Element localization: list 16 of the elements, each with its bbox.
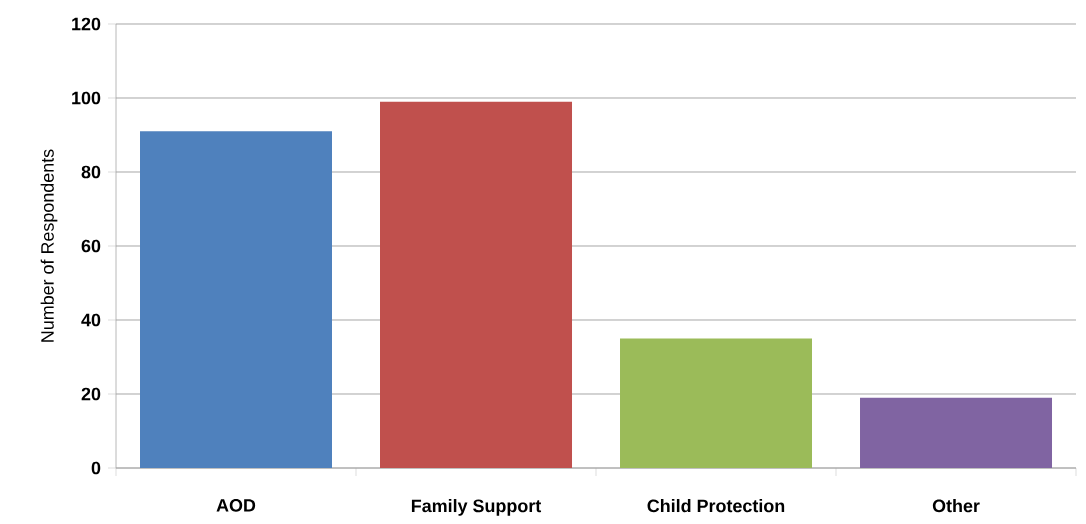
y-axis-title: Number of Respondents (40, 149, 58, 342)
bar (140, 131, 332, 468)
bar (620, 338, 813, 468)
x-tick-label: Child Protection (647, 499, 785, 513)
x-tick-label: Family Support (411, 499, 542, 516)
y-tick-label: 60 (81, 239, 101, 253)
y-tick-label: 0 (91, 461, 101, 475)
bar (380, 101, 573, 468)
bar (860, 397, 1053, 468)
y-tick-label: 120 (72, 17, 101, 31)
y-tick-label: 100 (72, 91, 101, 105)
y-tick-label: 80 (81, 165, 101, 179)
x-tick-label: Other (932, 499, 980, 513)
y-tick-label: 20 (81, 387, 101, 401)
x-tick-label: AOD (216, 499, 256, 512)
y-tick-label: 40 (81, 313, 101, 327)
